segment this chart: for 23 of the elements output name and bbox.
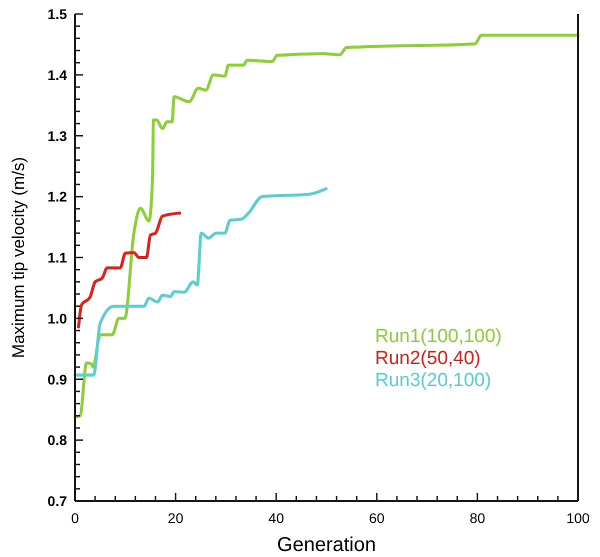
- line-series: [74, 187, 328, 376]
- x-tick-label: 80: [470, 510, 486, 526]
- text: Run2(50,40): [375, 348, 481, 369]
- y-tick-label: 1.4: [48, 66, 68, 83]
- y-tick-label: 0.8: [48, 432, 68, 448]
- x-tick-label: 100: [566, 510, 590, 526]
- y-tick-label: 1.5: [48, 6, 68, 22]
- x-tick-label: 20: [168, 510, 184, 526]
- line-series: [77, 212, 182, 328]
- line-series: [74, 34, 580, 418]
- y-axis-title: Maximum tip velocity (m/s): [9, 156, 28, 358]
- y-tick-label: 1.1: [48, 250, 68, 266]
- text: Run3(20,100): [375, 370, 492, 391]
- x-tick-label: 60: [369, 510, 385, 526]
- x-tick-label: 0: [71, 510, 80, 526]
- x-tick-label: 40: [268, 510, 284, 526]
- y-tick-label: 0.7: [48, 493, 68, 509]
- y-tick-label: 0.9: [48, 371, 68, 388]
- text: Run1(100,100): [375, 326, 502, 347]
- x-axis-title: Generation: [277, 534, 376, 556]
- y-tick-label: 1.2: [48, 188, 68, 205]
- y-tick-label: 1.3: [48, 128, 68, 144]
- y-tick-label: 1.0: [48, 310, 68, 326]
